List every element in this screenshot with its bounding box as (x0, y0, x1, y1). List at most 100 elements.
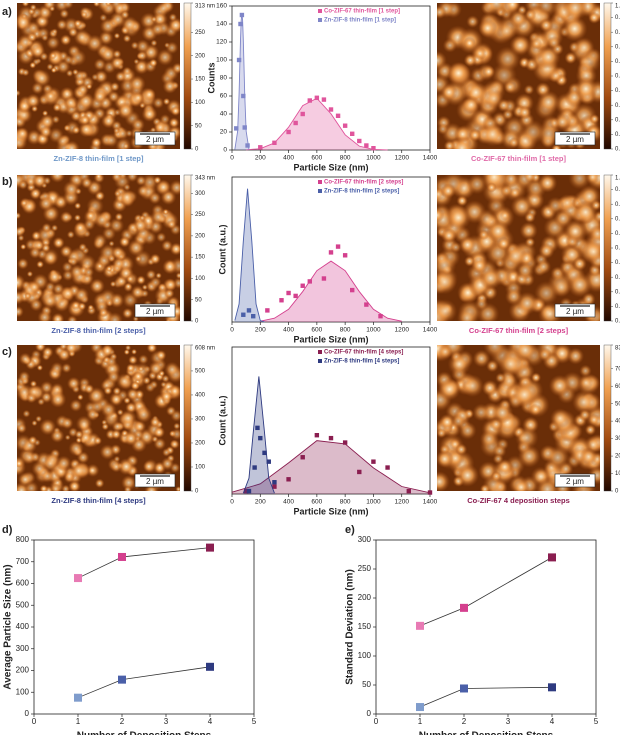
afm-grain (517, 105, 532, 120)
afm-grain (83, 266, 95, 278)
colorbar-tick-label: 0.0 (615, 147, 620, 153)
colorbar (603, 2, 612, 150)
afm-grain (29, 61, 37, 69)
afm-grain (171, 62, 180, 75)
afm-grain (49, 5, 56, 12)
afm-image (17, 3, 180, 149)
x-tick-label: 0 (32, 717, 37, 726)
afm-grain (87, 304, 94, 311)
afm-grain (56, 59, 71, 74)
y-tick-label: 200 (358, 593, 372, 602)
afm-grain (41, 222, 52, 233)
data-point (307, 98, 312, 103)
x-tick-label: 600 (311, 155, 322, 162)
afm-grain (153, 426, 166, 439)
y-tick-label: 160 (216, 3, 227, 10)
data-point (241, 93, 246, 99)
afm-grain (150, 39, 158, 47)
colorbar-tick-label: 700 (615, 366, 620, 372)
y-tick-label: 100 (358, 651, 372, 660)
afm-grain (77, 393, 84, 401)
colorbar-tick-label: 0.4 (615, 88, 620, 94)
y-tick-label: 120 (216, 39, 227, 46)
afm-grain (59, 244, 73, 258)
colorbar (603, 344, 612, 492)
fit-area (232, 440, 430, 494)
afm-grain (500, 184, 513, 197)
afm-grain (148, 58, 158, 68)
afm-grain (70, 110, 82, 122)
afm-grain (69, 462, 88, 480)
colorbar-tick-label: 0.1 (615, 132, 620, 138)
afm-grain (104, 133, 119, 148)
data-point (371, 459, 376, 464)
legend-label: Zn-ZIF-8 thin-film [2 steps] (324, 189, 399, 195)
afm-grain (517, 444, 541, 468)
afm-grain (60, 286, 76, 301)
afm-grain (26, 270, 34, 278)
y-tick-label: 50 (362, 680, 371, 689)
data-point (286, 290, 291, 296)
legend-swatch (318, 359, 322, 363)
afm-grain (150, 209, 167, 225)
afm-grain (142, 88, 156, 102)
afm-grain (113, 3, 127, 15)
data-point (279, 298, 284, 303)
afm-grain (170, 105, 180, 117)
afm-grain (73, 221, 87, 235)
afm-grain (22, 409, 31, 418)
line (419, 557, 553, 627)
data-point (314, 433, 320, 438)
y-tick-label: 100 (16, 687, 30, 696)
colorbar-tick-label: 343 nm (195, 176, 215, 182)
afm-grain (577, 49, 600, 74)
afm-grain (24, 292, 32, 300)
afm-grain (51, 28, 59, 35)
image-caption: Co-ZIF-67 4 deposition steps (467, 496, 570, 505)
scale-bar-box (554, 473, 596, 488)
scale-bar-label: 2 µm (146, 307, 164, 316)
afm-grain (566, 347, 585, 365)
colorbar-tick-label: 1.0 µm (615, 4, 620, 10)
afm-grain (109, 392, 124, 407)
afm-grain (95, 175, 103, 180)
afm-grain (462, 95, 481, 114)
afm-grain (588, 225, 600, 243)
afm-grain (512, 478, 530, 491)
afm-image (437, 175, 600, 321)
afm-grain (504, 3, 521, 13)
scale-bar-box (134, 473, 176, 488)
data-point (335, 244, 341, 249)
afm-grain (21, 68, 30, 77)
afm-grain (537, 347, 552, 362)
x-tick-label: 4 (208, 717, 213, 726)
x-tick-label: 1400 (423, 327, 438, 334)
x-tick-label: 1200 (394, 499, 409, 506)
colorbar-tick-label: 100 (195, 100, 206, 106)
scale-bar-box (554, 131, 596, 146)
afm-grain (545, 445, 570, 470)
panel-label: d) (2, 524, 13, 536)
afm-grain (49, 391, 67, 408)
legend-swatch (318, 180, 322, 184)
colorbar-tick-label: 200 (195, 53, 206, 59)
afm-grain (437, 450, 454, 468)
x-tick-label: 800 (340, 499, 351, 506)
afm-grain (523, 175, 537, 183)
afm-grain (447, 352, 472, 376)
line (77, 547, 211, 579)
afm-grain (31, 419, 38, 427)
x-tick-label: 3 (506, 717, 511, 726)
y-axis-label: Standard Deviation (nm) (345, 569, 356, 685)
afm-grain (168, 117, 180, 129)
afm-grain (529, 403, 542, 416)
afm-grain (91, 73, 99, 81)
afm-grain (37, 397, 46, 406)
afm-grain (71, 125, 81, 135)
colorbar (183, 174, 192, 322)
afm-grain (94, 69, 108, 84)
afm-grain (562, 3, 589, 21)
panel-label: a) (2, 6, 12, 18)
y-axis-label: Count (a.u.) (217, 225, 227, 275)
y-tick-label: 60 (220, 93, 228, 100)
